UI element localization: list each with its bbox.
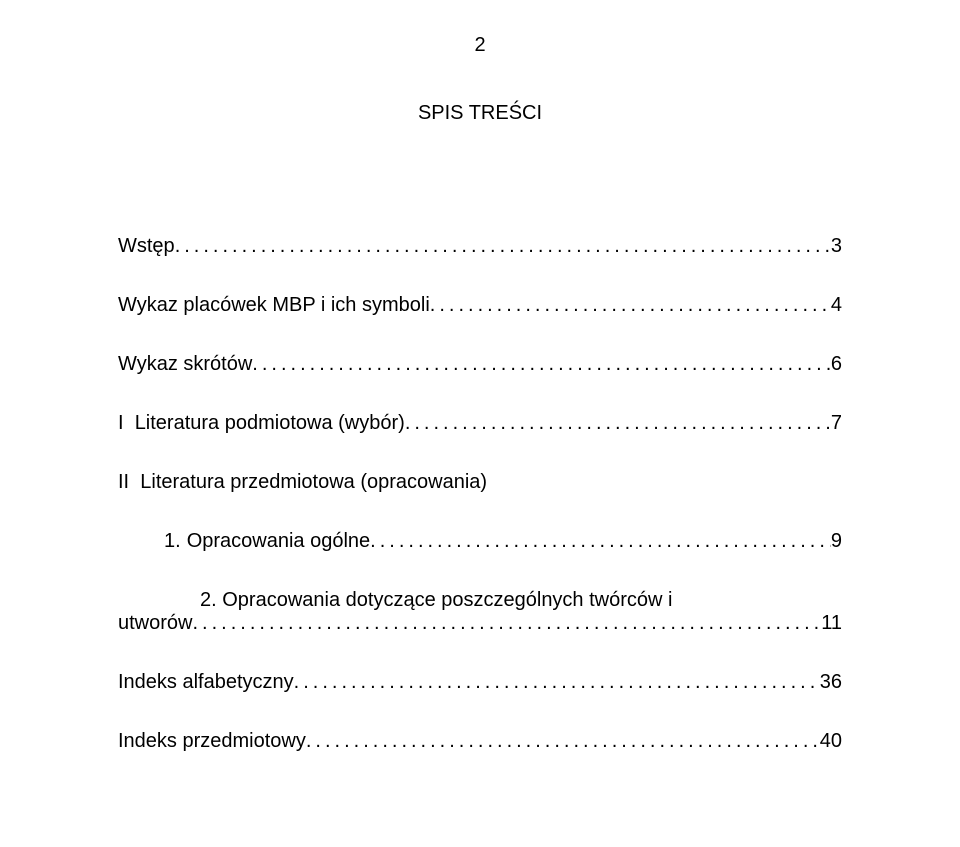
toc-page: 9 (831, 530, 842, 553)
toc-label: Wykaz placówek MBP i ich symboli (118, 294, 430, 317)
page-container: 2 SPIS TREŚCI Wstęp ....................… (0, 0, 960, 847)
toc-page: 40 (820, 730, 842, 753)
toc-text-line2: utworów (118, 612, 192, 635)
toc-leader-dots: ........................................… (175, 235, 831, 258)
toc-label: Opracowania ogólne (187, 530, 370, 553)
toc-page: 6 (831, 353, 842, 376)
toc-entry-wykaz-placowek: Wykaz placówek MBP i ich symboli .......… (118, 294, 842, 317)
toc-entry-oprac-tworcow: 2. Opracowania dotyczące poszczególnych … (118, 589, 842, 635)
toc-leader-dots: ........................................… (430, 294, 831, 317)
toc-roman: I (118, 412, 124, 434)
toc-text: Literatura przedmiotowa (opracowania) (140, 471, 487, 493)
toc-page: 7 (831, 412, 842, 435)
toc-page: 4 (831, 294, 842, 317)
toc-leader-dots: ........................................… (370, 530, 831, 553)
toc-text-line1: Opracowania dotyczące poszczególnych twó… (222, 589, 672, 611)
toc-leader-dots: ........................................… (405, 412, 831, 435)
toc-number: 2. (200, 589, 217, 611)
toc-page: 11 (821, 612, 842, 635)
toc-title: SPIS TREŚCI (118, 102, 842, 125)
toc-number: 1. (164, 530, 187, 553)
toc-entry-wykaz-skrotow: Wykaz skrótów ..........................… (118, 353, 842, 376)
toc-leader-dots: ........................................… (306, 730, 820, 753)
toc-entry-lit-przedmiotowa: II Literatura przedmiotowa (opracowania) (118, 471, 842, 494)
toc-label: Indeks alfabetyczny (118, 671, 294, 694)
toc-entry-indeks-alfabetyczny: Indeks alfabetyczny ....................… (118, 671, 842, 694)
toc-label: Wykaz skrótów (118, 353, 252, 376)
toc-label: I Literatura podmiotowa (wybór) (118, 412, 405, 435)
page-number: 2 (118, 34, 842, 57)
toc-entry-lit-podmiotowa: I Literatura podmiotowa (wybór) ........… (118, 412, 842, 435)
toc-entry-indeks-przedmiotowy: Indeks przedmiotowy ....................… (118, 730, 842, 753)
toc-page: 3 (831, 235, 842, 258)
toc-roman: II (118, 471, 129, 493)
toc-text: Literatura podmiotowa (wybór) (135, 412, 405, 434)
toc-leader-dots: ........................................… (294, 671, 820, 694)
toc-label: Indeks przedmiotowy (118, 730, 306, 753)
toc-entry-wstep: Wstęp ..................................… (118, 235, 842, 258)
toc-leader-dots: ........................................… (192, 612, 821, 635)
toc-page: 36 (820, 671, 842, 694)
toc-label: Wstęp (118, 235, 175, 258)
toc-entry-oprac-ogolne: 1. Opracowania ogólne ..................… (118, 530, 842, 553)
toc-leader-dots: ........................................… (252, 353, 831, 376)
